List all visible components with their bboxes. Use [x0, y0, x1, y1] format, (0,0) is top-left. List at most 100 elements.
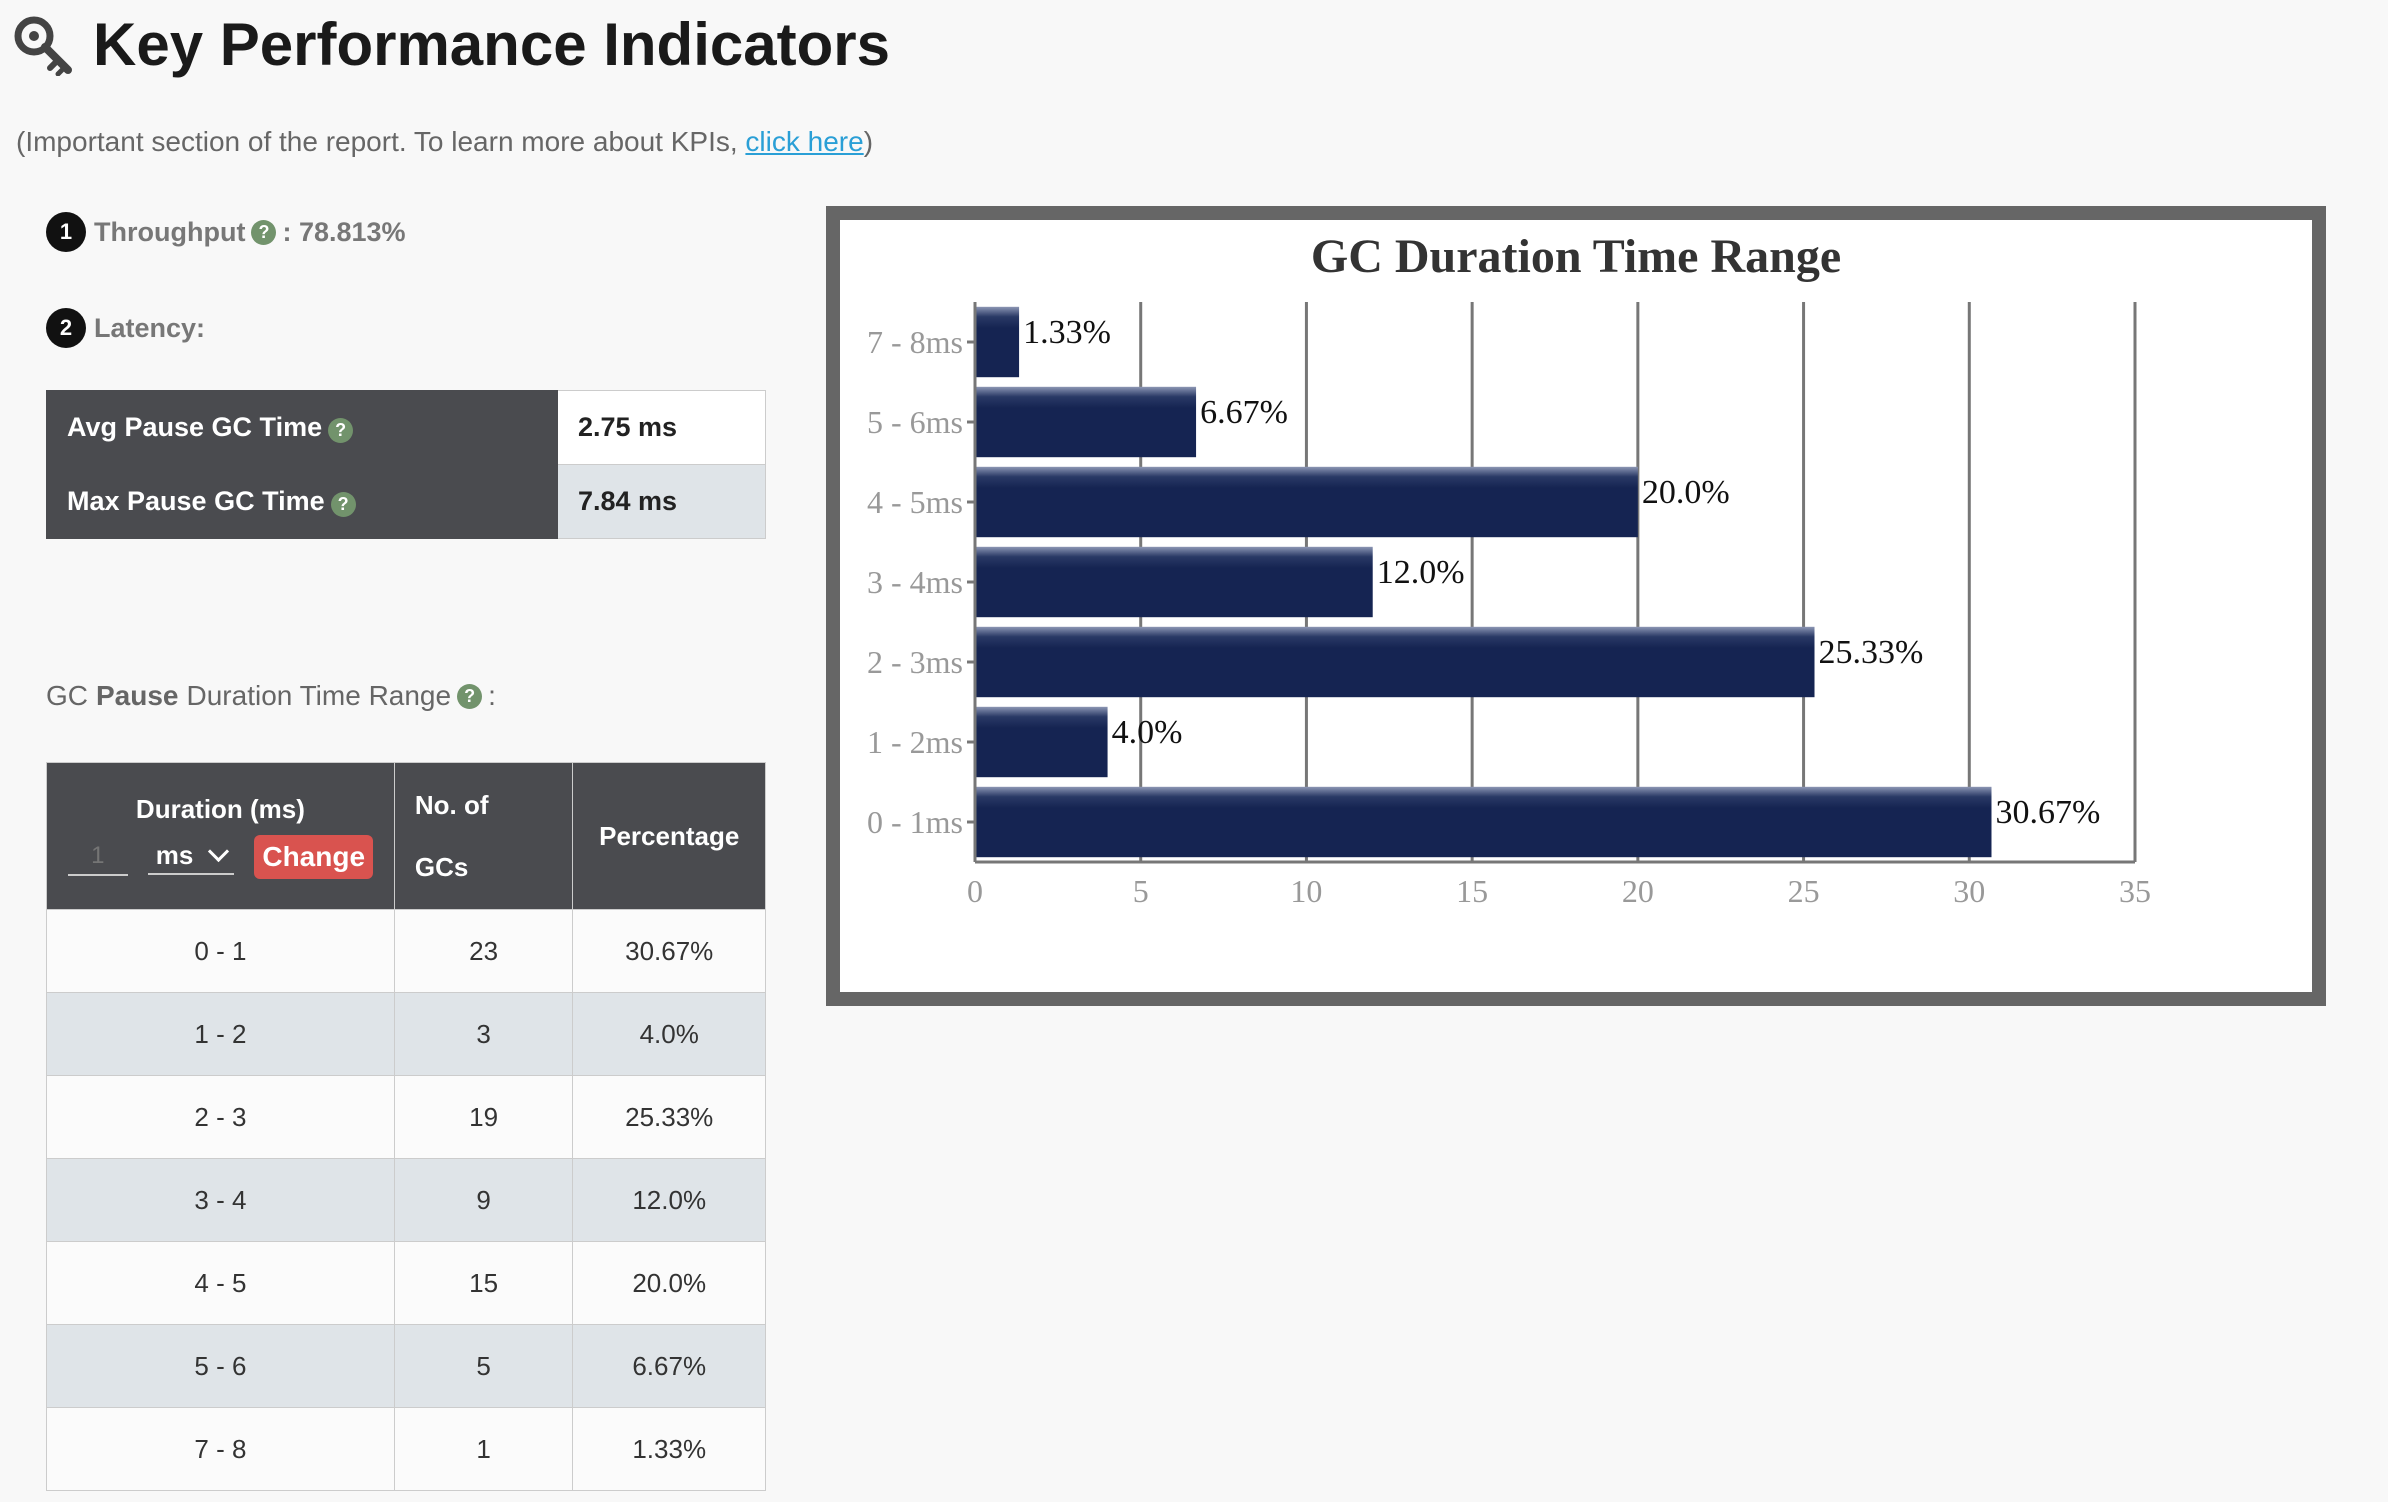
pct-cell: 6.67% — [572, 1324, 766, 1408]
count-cell: 15 — [393, 1241, 574, 1325]
duration-header-label: Duration (ms) — [135, 793, 305, 824]
bar — [975, 546, 1373, 618]
x-tick-label: 15 — [1456, 873, 1488, 909]
chart-axes: 0 5 10 15 20 25 30 35 7 - 8ms 5 - 6ms 4 - 5ms 3 - 4… — [867, 302, 2151, 909]
y-tick-label: 1 - 2ms — [867, 724, 963, 760]
number-badge: 1 — [46, 212, 86, 252]
count-cell: 9 — [393, 1158, 574, 1242]
pct-cell: 25.33% — [572, 1075, 766, 1159]
gc-duration-chart: GC Duration Time Range 1.33% 6.67% 20.0% 12… — [826, 206, 2326, 1006]
table-row: Max Pause GC Time? 7.84 ms — [46, 464, 766, 539]
count-cell: 3 — [393, 992, 574, 1076]
range-heading-prefix: GC — [46, 680, 88, 711]
x-tick-label: 0 — [967, 873, 983, 909]
count-cell: 19 — [393, 1075, 574, 1159]
x-tick-label: 35 — [2119, 873, 2151, 909]
bar — [975, 786, 1992, 858]
range-heading-suffix: Duration Time Range — [186, 680, 452, 711]
pct-cell: 12.0% — [572, 1158, 766, 1242]
x-tick-label: 20 — [1622, 873, 1654, 909]
data-label: 25.33% — [1819, 634, 1924, 671]
x-tick-label: 5 — [1133, 873, 1149, 909]
duration-table: Duration (ms) ms Change No. of GCs Percen… — [46, 762, 766, 1491]
table-header-row: Duration (ms) ms Change No. of GCs Percen… — [46, 762, 766, 910]
help-icon[interactable]: ? — [251, 219, 277, 245]
x-tick-label: 25 — [1788, 873, 1820, 909]
table-row: 7 - 8 1 1.33% — [46, 1407, 766, 1491]
help-icon[interactable]: ? — [328, 418, 354, 443]
data-label: 4.0% — [1112, 714, 1183, 751]
avg-pause-text: Avg Pause GC Time — [67, 412, 323, 442]
latency-row: 2 Latency: — [46, 308, 205, 348]
bar — [975, 306, 1020, 378]
chevron-down-icon — [208, 840, 230, 863]
x-tick-label: 10 — [1290, 873, 1322, 909]
bar — [975, 706, 1108, 778]
latency-label: Latency: — [94, 313, 206, 343]
y-tick-label: 4 - 5ms — [867, 484, 963, 520]
range-cell: 5 - 6 — [46, 1324, 395, 1408]
table-row: 2 - 3 19 25.33% — [46, 1075, 766, 1159]
number-badge: 2 — [46, 308, 86, 348]
bar — [975, 626, 1815, 698]
throughput-row: 1 Throughput ? : 78.813% — [46, 212, 406, 252]
y-tick-label: 0 - 1ms — [867, 804, 963, 840]
subtitle: (Important section of the report. To lea… — [16, 124, 873, 160]
help-icon[interactable]: ? — [457, 683, 483, 709]
chart-title: GC Duration Time Range — [1311, 230, 1841, 283]
range-heading: GC Pause Duration Time Range ? : — [46, 678, 496, 714]
gc-count-header: No. of GCs — [393, 762, 574, 910]
count-cell: 1 — [393, 1407, 574, 1491]
max-pause-label: Max Pause GC Time? — [46, 464, 558, 539]
range-cell: 0 - 1 — [46, 909, 395, 993]
y-tick-label: 3 - 4ms — [867, 564, 963, 600]
range-cell: 1 - 2 — [46, 992, 395, 1076]
pct-cell: 1.33% — [572, 1407, 766, 1491]
pct-cell: 4.0% — [572, 992, 766, 1076]
table-row: Avg Pause GC Time? 2.75 ms — [46, 390, 766, 465]
range-cell: 2 - 3 — [46, 1075, 395, 1159]
chart-canvas: GC Duration Time Range 1.33% 6.67% 20.0% 12… — [867, 230, 2151, 909]
latency-table: Avg Pause GC Time? 2.75 ms Max Pause GC … — [46, 390, 766, 539]
page-title: Key Performance Indicators — [93, 11, 890, 78]
pct-cell: 30.67% — [572, 909, 766, 993]
range-heading-bold: Pause — [96, 680, 179, 711]
key-icon — [14, 16, 72, 76]
bar — [975, 466, 1638, 538]
table-row: 5 - 6 5 6.67% — [46, 1324, 766, 1408]
avg-pause-label: Avg Pause GC Time? — [46, 390, 558, 465]
throughput-label: Throughput — [94, 217, 246, 247]
chart-bars: 1.33% 6.67% 20.0% 12.0% 25.33% 4.0% 30.67% — [975, 306, 2100, 858]
data-label: 1.33% — [1023, 314, 1111, 351]
avg-pause-value: 2.75 ms — [557, 390, 766, 465]
duration-step-input[interactable] — [67, 837, 128, 876]
kpi-help-link[interactable]: click here — [745, 126, 864, 157]
change-button[interactable]: Change — [254, 834, 374, 879]
percentage-header: Percentage — [572, 762, 766, 910]
x-tick-label: 30 — [1953, 873, 1985, 909]
y-tick-label: 7 - 8ms — [867, 324, 963, 360]
y-tick-label: 2 - 3ms — [867, 644, 963, 680]
count-cell: 23 — [393, 909, 574, 993]
table-row: 4 - 5 15 20.0% — [46, 1241, 766, 1325]
subtitle-text: (Important section of the report. To lea… — [16, 126, 746, 157]
table-row: 0 - 1 23 30.67% — [46, 909, 766, 993]
help-icon[interactable]: ? — [330, 492, 356, 517]
duration-header: Duration (ms) ms Change — [46, 762, 395, 910]
data-label: 30.67% — [1995, 794, 2100, 831]
count-cell: 5 — [393, 1324, 574, 1408]
throughput-value: : 78.813% — [282, 217, 406, 247]
table-row: 3 - 4 9 12.0% — [46, 1158, 766, 1242]
y-tick-label: 5 - 6ms — [867, 404, 963, 440]
pct-cell: 20.0% — [572, 1241, 766, 1325]
subtitle-close: ) — [863, 126, 874, 157]
data-label: 20.0% — [1642, 474, 1730, 511]
range-cell: 3 - 4 — [46, 1158, 395, 1242]
data-label: 6.67% — [1200, 394, 1288, 431]
unit-select[interactable]: ms — [147, 838, 235, 875]
range-heading-colon: : — [488, 680, 496, 711]
range-cell: 4 - 5 — [46, 1241, 395, 1325]
bar — [975, 386, 1197, 458]
range-cell: 7 - 8 — [46, 1407, 395, 1491]
unit-select-value: ms — [155, 840, 194, 870]
